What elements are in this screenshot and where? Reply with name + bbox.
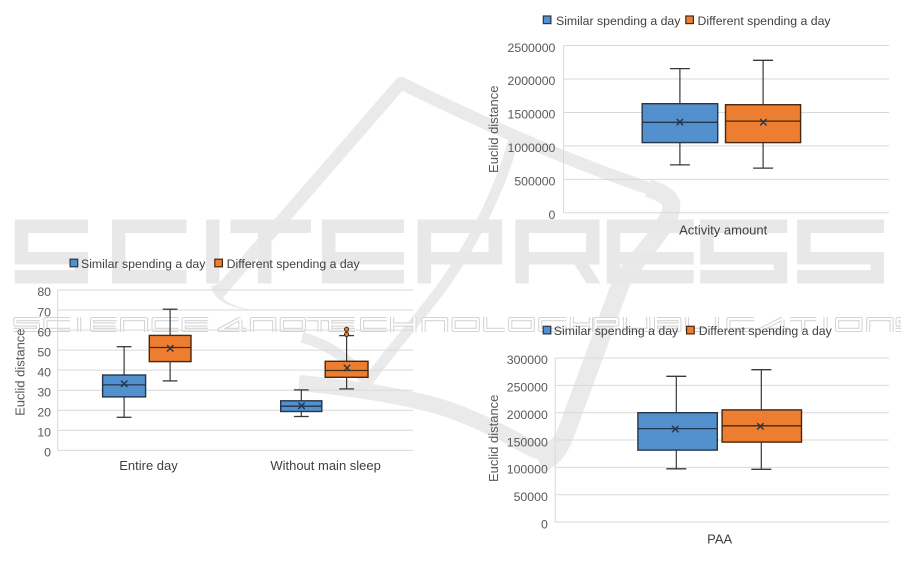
- svg-text:0: 0: [549, 208, 556, 222]
- svg-text:Similar spending a day: Similar spending a day: [554, 324, 679, 338]
- svg-text:30: 30: [37, 385, 51, 399]
- svg-text:Similar spending a day: Similar spending a day: [81, 257, 206, 271]
- svg-text:Different spending a day: Different spending a day: [698, 14, 832, 28]
- svg-text:Euclid distance: Euclid distance: [486, 85, 501, 172]
- svg-text:Similar spending a day: Similar spending a day: [556, 14, 681, 28]
- svg-text:20: 20: [37, 405, 51, 419]
- svg-text:100000: 100000: [507, 463, 548, 477]
- svg-text:Euclid distance: Euclid distance: [12, 328, 27, 415]
- svg-text:Entire day: Entire day: [119, 458, 178, 473]
- svg-text:Activity amount: Activity amount: [679, 223, 768, 238]
- svg-text:0: 0: [44, 446, 51, 460]
- svg-text:300000: 300000: [507, 353, 548, 367]
- svg-text:500000: 500000: [514, 175, 555, 189]
- svg-text:1000000: 1000000: [508, 141, 556, 155]
- svg-text:0: 0: [541, 517, 548, 531]
- svg-text:2500000: 2500000: [508, 41, 556, 55]
- svg-text:Different spending a day: Different spending a day: [227, 257, 361, 271]
- svg-text:2000000: 2000000: [508, 74, 556, 88]
- svg-text:PAA: PAA: [707, 531, 732, 546]
- svg-text:40: 40: [37, 365, 51, 379]
- svg-text:Euclid distance: Euclid distance: [486, 395, 501, 482]
- svg-text:50: 50: [37, 345, 51, 359]
- svg-text:250000: 250000: [507, 381, 548, 395]
- svg-text:80: 80: [37, 285, 51, 299]
- svg-text:Without main sleep: Without main sleep: [270, 458, 381, 473]
- svg-text:Different spending a day: Different spending a day: [699, 324, 833, 338]
- svg-text:1500000: 1500000: [508, 108, 556, 122]
- svg-text:200000: 200000: [507, 408, 548, 422]
- svg-text:50000: 50000: [514, 490, 548, 504]
- svg-text:60: 60: [37, 325, 51, 339]
- svg-text:70: 70: [37, 305, 51, 319]
- svg-text:10: 10: [37, 425, 51, 439]
- svg-text:150000: 150000: [507, 435, 548, 449]
